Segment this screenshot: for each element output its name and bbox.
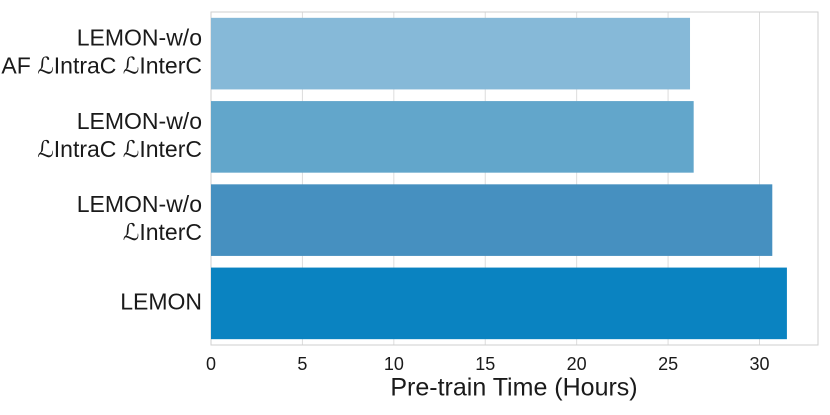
x-tick-label: 20 xyxy=(567,354,587,374)
y-tick-label: LEMON-w/o xyxy=(77,108,202,134)
bar xyxy=(211,267,787,340)
y-tick-label: ℒIntraC ℒInterC xyxy=(37,136,202,162)
bar xyxy=(211,101,694,173)
y-tick-label: LEMON xyxy=(120,288,202,314)
x-tick-label: 15 xyxy=(475,354,495,374)
x-tick-label: 30 xyxy=(749,354,769,374)
x-tick-label: 10 xyxy=(384,354,404,374)
bar xyxy=(211,184,773,256)
x-axis-title: Pre-train Time (Hours) xyxy=(390,374,637,402)
y-tick-label: LEMON-w/o xyxy=(77,25,202,51)
plot-frame xyxy=(210,11,819,346)
x-tick-label: 5 xyxy=(297,354,307,374)
y-tick-label: AF ℒIntraC ℒInterC xyxy=(1,53,202,79)
y-tick-label: LEMON-w/o xyxy=(77,191,202,217)
x-tick-label: 25 xyxy=(658,354,678,374)
x-tick-label: 0 xyxy=(206,354,216,374)
y-tick-label: ℒInterC xyxy=(123,219,202,245)
bar xyxy=(211,17,691,90)
